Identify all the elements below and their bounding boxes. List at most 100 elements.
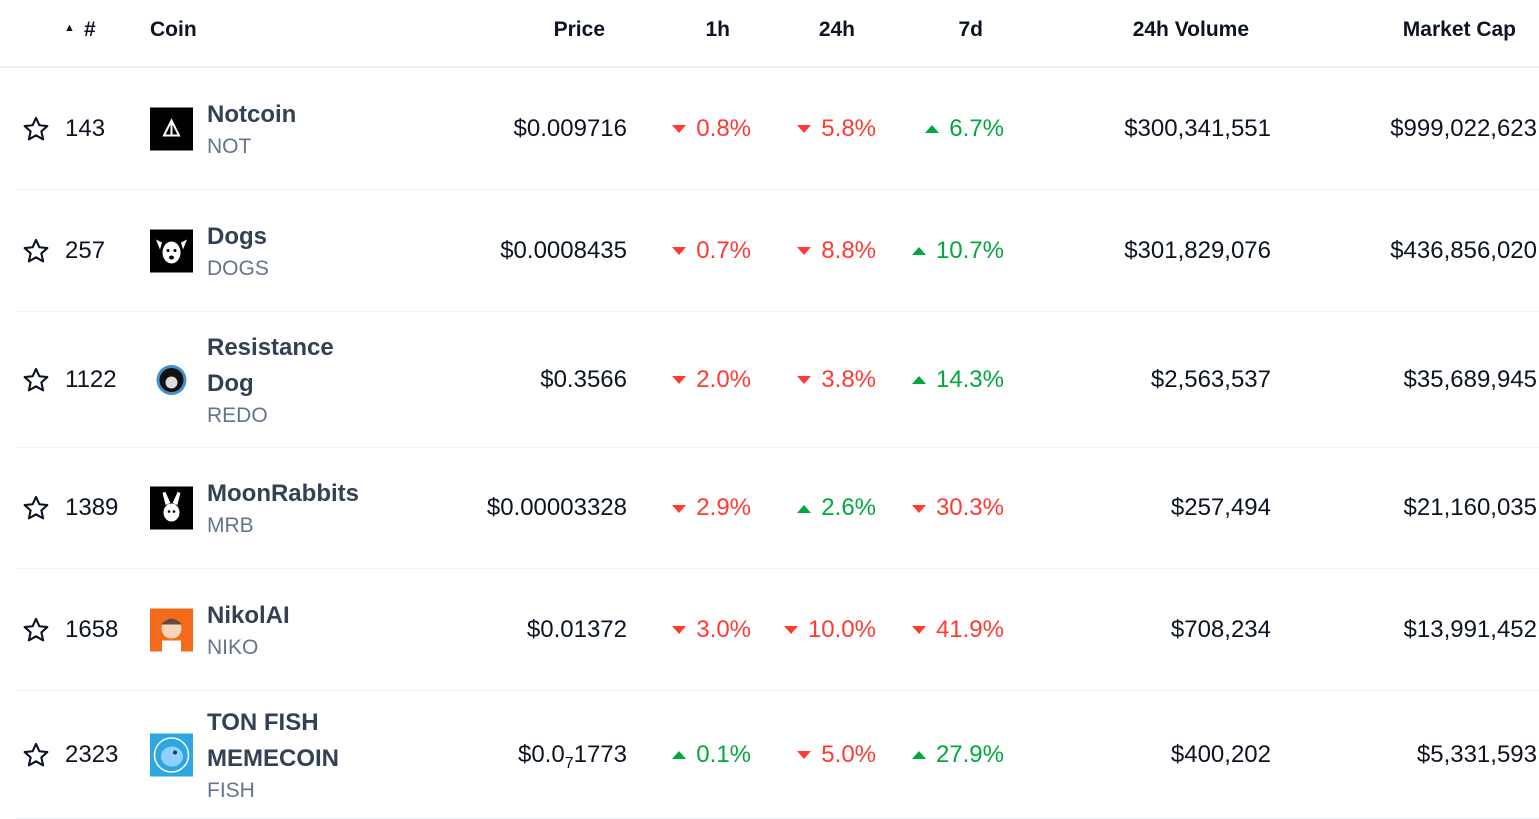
table-row[interactable]: 1122 Resistance Dog REDO $0.3566 2.0% 3.8% 14.3…: [16, 312, 1539, 448]
coin-name[interactable]: Dogs: [207, 222, 267, 250]
caret-down-icon: [672, 376, 687, 385]
price-text: $0.3566: [540, 365, 627, 393]
market-cap: $5,331,593: [1416, 740, 1537, 768]
table-row[interactable]: 257 Dogs DOGS $0.0008435 0.7% 8.8% 10.7% $301,8…: [16, 190, 1539, 312]
price-digits: 1773: [573, 740, 627, 768]
coin-link[interactable]: Resistance Dog REDO: [207, 330, 334, 430]
coin-name[interactable]: NikolAI: [207, 601, 290, 629]
coin-link[interactable]: TON FISH MEMECOIN FISH: [207, 705, 339, 805]
table-row[interactable]: 143 Notcoin NOT $0.009716 0.8% 5.8% 6.7% $300,3…: [16, 68, 1539, 190]
change-h1: 0.7%: [672, 237, 751, 265]
change-value: 2.6%: [821, 494, 876, 521]
change-value: 6.7%: [949, 114, 1004, 142]
caret-up-icon: [911, 247, 926, 256]
change-h1: 3.0%: [672, 616, 751, 644]
change-h1: 0.8%: [672, 115, 751, 143]
change-d7: 27.9%: [911, 741, 1004, 769]
nikolai-logo-icon: [150, 608, 193, 651]
header-market-cap[interactable]: Market Cap: [1402, 18, 1516, 41]
coin-name[interactable]: MoonRabbits: [207, 480, 359, 507]
coin-name[interactable]: Resistance: [207, 333, 334, 361]
coin-symbol: REDO: [207, 403, 268, 427]
caret-down-icon: [672, 247, 687, 256]
coin-name[interactable]: Dog: [207, 369, 254, 397]
coin-name[interactable]: TON FISH: [207, 708, 319, 736]
table-row[interactable]: 2323 TON FISH MEMECOIN FISH $0.071773 0.1% 5.0…: [16, 691, 1539, 819]
volume-24h: $300,341,551: [1124, 114, 1271, 142]
change-h1: 2.9%: [672, 494, 751, 522]
rank: 2323: [65, 740, 119, 768]
price-text: $0.0008435: [500, 236, 627, 264]
dogs-logo-icon: [150, 229, 193, 272]
change-h24: 3.8%: [797, 366, 876, 394]
volume-24h: $301,829,076: [1124, 236, 1271, 264]
header-1h[interactable]: 1h: [705, 18, 730, 41]
change-h24: 8.8%: [797, 237, 876, 265]
coin-link[interactable]: Notcoin NOT: [207, 97, 296, 161]
header-rank[interactable]: #: [84, 18, 96, 41]
caret-down-icon: [797, 376, 812, 385]
change-value: 5.8%: [821, 114, 876, 142]
table-row[interactable]: 1389 MoonRabbits MRB $0.00003328 2.9% 2.6% 30.…: [16, 448, 1539, 569]
price: $0.01372: [527, 616, 627, 644]
caret-up-icon: [911, 376, 926, 385]
caret-up-icon: [672, 751, 687, 760]
caret-up-icon: [797, 504, 812, 513]
moonrabbits-logo-icon: [150, 486, 193, 530]
coin-name[interactable]: MEMECOIN: [207, 744, 339, 772]
caret-down-icon: [911, 626, 926, 635]
caret-down-icon: [797, 247, 812, 256]
change-value: 0.1%: [696, 740, 751, 768]
change-h24: 2.6%: [797, 494, 876, 522]
coin-link[interactable]: Dogs DOGS: [207, 219, 269, 283]
market-cap: $436,856,020: [1390, 236, 1537, 264]
coin-link[interactable]: MoonRabbits MRB: [207, 476, 359, 540]
volume-24h: $2,563,537: [1150, 365, 1271, 393]
sort-asc-icon[interactable]: ▲: [64, 22, 75, 34]
coin-name[interactable]: Notcoin: [207, 100, 297, 128]
star-icon[interactable]: [22, 741, 50, 769]
star-icon[interactable]: [22, 494, 50, 522]
change-value: 41.9%: [935, 615, 1004, 643]
change-value: 3.0%: [696, 615, 751, 643]
price-zero-count: 7: [564, 754, 574, 772]
change-value: 14.3%: [935, 365, 1004, 393]
change-value: 8.8%: [821, 236, 876, 264]
change-d7: 41.9%: [911, 615, 1004, 644]
caret-down-icon: [783, 626, 798, 635]
coin-symbol: MRB: [207, 514, 254, 537]
caret-down-icon: [911, 504, 926, 513]
rank: 1122: [65, 365, 117, 393]
coin-symbol: NOT: [207, 134, 252, 158]
header-coin[interactable]: Coin: [150, 18, 197, 41]
caret-down-icon: [797, 751, 812, 760]
price: $0.00003328: [487, 494, 627, 522]
change-value: 2.0%: [696, 365, 751, 393]
rank: 1658: [65, 615, 119, 643]
coin-link[interactable]: NikolAI NIKO: [207, 598, 290, 662]
header-price[interactable]: Price: [553, 18, 605, 41]
caret-up-icon: [911, 751, 926, 760]
star-icon[interactable]: [22, 366, 50, 394]
market-cap: $13,991,452: [1403, 615, 1537, 643]
header-24h[interactable]: 24h: [818, 18, 855, 41]
star-icon[interactable]: [22, 115, 50, 143]
market-cap: $21,160,035: [1403, 494, 1537, 521]
table-row[interactable]: 1658 NikolAI NIKO $0.01372 3.0% 10.0% 41.9% $70…: [16, 569, 1539, 691]
volume-24h: $257,494: [1170, 494, 1271, 521]
price-text: $0.00003328: [486, 494, 627, 521]
price: $0.009716: [514, 115, 627, 143]
star-icon[interactable]: [22, 237, 50, 265]
price: $0.0008435: [500, 237, 627, 265]
change-d7: 6.7%: [925, 115, 1004, 143]
change-value: 10.7%: [935, 236, 1004, 264]
header-7d[interactable]: 7d: [958, 18, 983, 41]
change-value: 10.0%: [807, 615, 876, 643]
notcoin-logo-icon: [150, 107, 193, 150]
change-value: 5.0%: [821, 740, 876, 768]
header-volume[interactable]: 24h Volume: [1132, 18, 1249, 41]
star-icon[interactable]: [22, 616, 50, 644]
rank: 1389: [65, 494, 119, 521]
ton-fish-logo-icon: [150, 733, 193, 776]
